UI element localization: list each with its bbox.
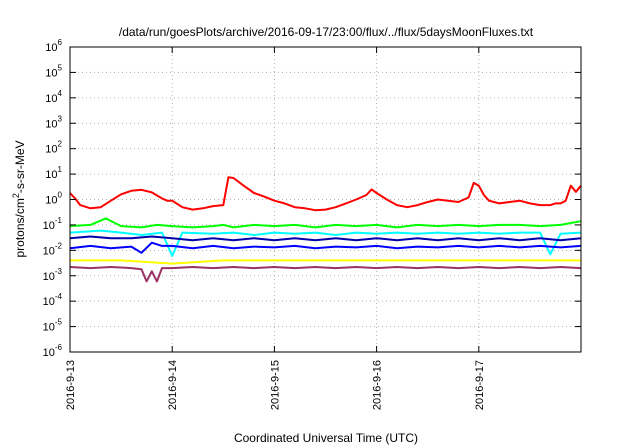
grid [70, 47, 581, 352]
chart-title: /data/run/goesPlots/archive/2016-09-17/2… [119, 25, 534, 39]
y-tick-label: 10-5 [43, 318, 63, 334]
y-tick-label: 100 [45, 191, 62, 207]
y-tick-label: 105 [45, 63, 62, 79]
y-tick-label: 103 [45, 114, 62, 130]
y-tick-label: 10-1 [43, 216, 63, 232]
y-tick-label: 10-3 [43, 267, 63, 283]
x-tick-label: 2016-9-15 [269, 360, 281, 410]
series-line-4 [69, 235, 582, 242]
y-tick-label: 10-6 [43, 343, 63, 359]
y-tick-labels: 10-6 10-5 10-4 10-3 10-2 10-1 100 101 102 103 104 1… [43, 38, 63, 359]
y-tick-label: 10-4 [43, 292, 63, 308]
y-tick-label: 101 [45, 165, 62, 181]
series-line-0 [69, 176, 582, 212]
series-line-6 [69, 266, 582, 283]
ticks [69, 46, 581, 353]
series-group [69, 176, 582, 283]
series-line-1 [69, 217, 582, 229]
x-tick-label: 2016-9-13 [65, 360, 77, 410]
x-axis-label: Coordinated Universal Time (UTC) [234, 431, 418, 445]
y-tick-label: 106 [45, 38, 62, 54]
series-line-5 [70, 259, 581, 265]
y-tick-label: 102 [45, 140, 62, 156]
x-tick-labels: 2016-9-13 2016-9-14 2016-9-15 2016-9-16 2016… [65, 360, 486, 410]
x-tick-label: 2016-9-14 [167, 360, 179, 410]
series-line-3 [69, 241, 582, 254]
y-axis-label: protons/cm2-s-sr-MeV [11, 140, 27, 257]
y-tick-label: 104 [45, 89, 62, 105]
x-tick-label: 2016-9-17 [474, 360, 486, 410]
y-tick-label: 10-2 [43, 241, 63, 257]
x-tick-label: 2016-9-16 [372, 360, 384, 410]
series-line-2 [69, 229, 582, 257]
